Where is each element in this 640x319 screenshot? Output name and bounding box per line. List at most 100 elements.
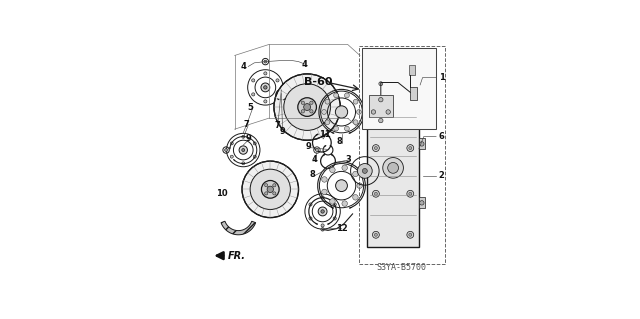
Circle shape — [333, 217, 336, 220]
Text: 12: 12 — [336, 224, 348, 233]
Circle shape — [374, 147, 378, 150]
Circle shape — [264, 192, 268, 195]
Bar — [367, 95, 419, 247]
Bar — [362, 48, 436, 129]
Circle shape — [264, 60, 267, 63]
Circle shape — [335, 106, 348, 118]
Text: 9: 9 — [306, 142, 312, 151]
Bar — [358, 46, 445, 264]
Circle shape — [264, 100, 267, 103]
Text: 8: 8 — [337, 137, 342, 146]
Circle shape — [372, 104, 380, 110]
Circle shape — [372, 145, 380, 152]
Circle shape — [353, 195, 358, 200]
Circle shape — [386, 110, 390, 114]
Circle shape — [333, 93, 339, 98]
Circle shape — [342, 201, 348, 206]
Circle shape — [298, 98, 316, 116]
Circle shape — [239, 146, 248, 154]
Circle shape — [420, 201, 424, 205]
Text: 11: 11 — [319, 130, 331, 139]
Circle shape — [372, 190, 380, 197]
Circle shape — [409, 233, 412, 236]
Text: 4: 4 — [241, 62, 246, 71]
Text: FR.: FR. — [228, 251, 246, 261]
Circle shape — [330, 199, 335, 204]
Circle shape — [252, 93, 255, 96]
Circle shape — [274, 74, 340, 140]
Circle shape — [261, 83, 270, 92]
Circle shape — [357, 183, 362, 189]
Circle shape — [325, 99, 330, 104]
Bar — [409, 65, 415, 75]
Circle shape — [379, 98, 383, 102]
Circle shape — [379, 118, 383, 123]
Circle shape — [353, 171, 358, 177]
Circle shape — [242, 135, 244, 138]
Circle shape — [242, 161, 298, 218]
Circle shape — [407, 145, 413, 152]
Text: 4: 4 — [312, 155, 318, 164]
Circle shape — [333, 126, 339, 131]
Text: 7: 7 — [275, 122, 280, 130]
Polygon shape — [221, 221, 255, 235]
Circle shape — [230, 155, 233, 158]
Circle shape — [407, 190, 413, 197]
Circle shape — [253, 142, 256, 145]
Circle shape — [242, 149, 244, 152]
Circle shape — [371, 110, 376, 114]
Circle shape — [407, 104, 413, 110]
Circle shape — [250, 169, 291, 210]
Circle shape — [225, 149, 228, 152]
Text: 10: 10 — [216, 189, 227, 198]
Circle shape — [321, 228, 324, 231]
Circle shape — [374, 233, 378, 236]
Text: 7: 7 — [244, 120, 250, 129]
Circle shape — [316, 149, 319, 152]
Text: 3: 3 — [345, 155, 351, 164]
Text: 8: 8 — [309, 170, 315, 179]
Circle shape — [362, 168, 367, 174]
Circle shape — [344, 93, 349, 98]
Circle shape — [276, 93, 279, 96]
Circle shape — [264, 184, 268, 187]
Circle shape — [273, 184, 276, 187]
Circle shape — [322, 177, 327, 182]
Circle shape — [420, 142, 424, 146]
Circle shape — [335, 180, 348, 191]
Circle shape — [267, 186, 273, 193]
Bar — [369, 95, 393, 117]
Circle shape — [276, 79, 279, 82]
Text: 1: 1 — [439, 73, 445, 82]
Circle shape — [301, 101, 305, 104]
Circle shape — [261, 181, 279, 198]
Circle shape — [321, 224, 324, 227]
Circle shape — [372, 231, 380, 238]
Circle shape — [310, 101, 313, 104]
Circle shape — [230, 142, 233, 145]
Circle shape — [321, 210, 324, 213]
Bar — [419, 138, 425, 149]
Text: S3YA-B5700: S3YA-B5700 — [377, 263, 427, 272]
Circle shape — [330, 167, 335, 173]
Text: 5: 5 — [248, 102, 253, 112]
Circle shape — [321, 196, 324, 199]
Circle shape — [242, 162, 244, 165]
Circle shape — [301, 110, 305, 113]
Circle shape — [409, 192, 412, 195]
Circle shape — [264, 72, 267, 75]
Circle shape — [344, 126, 349, 131]
Circle shape — [310, 110, 313, 113]
Text: 9: 9 — [246, 134, 252, 143]
Text: 6: 6 — [439, 132, 445, 141]
Circle shape — [264, 86, 267, 89]
Circle shape — [304, 104, 310, 110]
Circle shape — [273, 192, 276, 195]
Circle shape — [333, 203, 336, 206]
Circle shape — [409, 106, 412, 108]
Circle shape — [374, 192, 378, 195]
Circle shape — [356, 109, 362, 115]
Text: 9: 9 — [280, 127, 285, 136]
Text: 2: 2 — [439, 171, 445, 180]
Bar — [419, 197, 425, 208]
